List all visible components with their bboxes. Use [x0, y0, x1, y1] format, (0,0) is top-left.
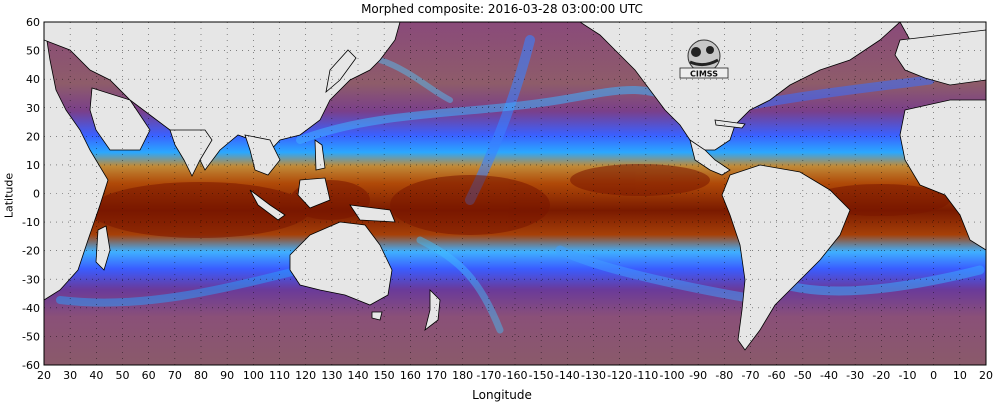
longitude-tick-label: 20 [979, 369, 993, 382]
north-america-land [579, 22, 901, 151]
africa-land [44, 22, 109, 301]
longitude-tick-label: 90 [220, 369, 234, 382]
longitude-tick-label: -100 [660, 369, 685, 382]
longitude-tick-label: 30 [63, 369, 77, 382]
latitude-tick-label: 50 [26, 45, 40, 58]
longitude-tick-label: -50 [794, 369, 812, 382]
new-zealand-land [424, 289, 441, 332]
longitude-tick-label: -120 [607, 369, 632, 382]
japan-land [325, 49, 357, 94]
longitude-tick-label: -90 [689, 369, 707, 382]
longitude-tick-label: -40 [820, 369, 838, 382]
philippines-land [314, 139, 326, 171]
longitude-tick-label: 130 [321, 369, 342, 382]
longitude-tick-label: 80 [194, 369, 208, 382]
europe-land [894, 29, 986, 86]
latitude-tick-label: 60 [26, 16, 40, 29]
longitude-tick-label: -20 [872, 369, 890, 382]
map-frame [43, 21, 987, 366]
india-land [169, 129, 213, 177]
longitude-tick-label: -160 [503, 369, 528, 382]
latitude-tick-label: 0 [33, 188, 40, 201]
longitude-tick-label: -150 [529, 369, 554, 382]
latitude-tick-label: 40 [26, 73, 40, 86]
latitude-tick-label: 10 [26, 159, 40, 172]
longitude-tick-label: 170 [426, 369, 447, 382]
latitude-tick-label: -20 [22, 245, 40, 258]
longitude-tick-label: -30 [846, 369, 864, 382]
logo-text: CIMSS [690, 70, 718, 79]
latitude-tick-label: -30 [22, 273, 40, 286]
longitude-tick-label: -80 [715, 369, 733, 382]
latitude-tick-label: 30 [26, 102, 40, 115]
south-america-land [721, 164, 851, 351]
longitude-tick-label: -70 [742, 369, 760, 382]
longitude-ticks: 20 30 40 50 60 70 80 90 100 110 120 130 140 150 160 170… [37, 369, 993, 382]
borneo-land [297, 177, 331, 209]
latitude-tick-label: -10 [22, 216, 40, 229]
longitude-tick-label: 150 [374, 369, 395, 382]
latitude-tick-label: 20 [26, 130, 40, 143]
cimss-logo: CIMSS [679, 39, 729, 79]
cuba-land [714, 119, 746, 129]
map-title: Morphed composite: 2016-03-28 03:00:00 U… [361, 2, 643, 16]
new-guinea-land [349, 204, 396, 223]
moisture-streaks [56, 35, 985, 334]
latitude-tick-label: -60 [22, 359, 40, 372]
longitude-tick-label: 20 [37, 369, 51, 382]
longitude-tick-label: -10 [899, 369, 917, 382]
latitude-tick-label: -50 [22, 330, 40, 343]
longitude-tick-label: 110 [269, 369, 290, 382]
x-axis-label: Longitude [472, 388, 532, 402]
indochina-land [244, 134, 281, 176]
arabia-land [89, 87, 151, 151]
longitude-tick-label: 0 [930, 369, 937, 382]
longitude-tick-label: 120 [295, 369, 316, 382]
australia-land [289, 221, 393, 306]
longitude-tick-label: 60 [142, 369, 156, 382]
longitude-tick-label: 40 [89, 369, 103, 382]
longitude-tick-label: -60 [768, 369, 786, 382]
longitude-tick-label: 100 [243, 369, 264, 382]
sumatra-land [249, 189, 286, 221]
longitude-tick-label: 140 [348, 369, 369, 382]
longitude-tick-label: 10 [953, 369, 967, 382]
latitude-tick-label: -40 [22, 302, 40, 315]
longitude-tick-label: 70 [168, 369, 182, 382]
latitude-ticks: 60 50 40 30 20 10 0 -10 -20 -30 -40 -50 -60 [22, 16, 40, 372]
longitude-tick-label: -110 [633, 369, 658, 382]
central-america-land [689, 139, 731, 176]
longitude-tick-label: 50 [116, 369, 130, 382]
longitude-tick-label: 180 [452, 369, 473, 382]
longitude-tick-label: -130 [581, 369, 606, 382]
longitude-tick-label: 160 [400, 369, 421, 382]
eurasia-land [44, 22, 401, 171]
longitude-tick-label: -170 [476, 369, 501, 382]
tasmania-land [371, 311, 383, 321]
land-masses [44, 22, 986, 351]
longitude-tick-label: -140 [555, 369, 580, 382]
